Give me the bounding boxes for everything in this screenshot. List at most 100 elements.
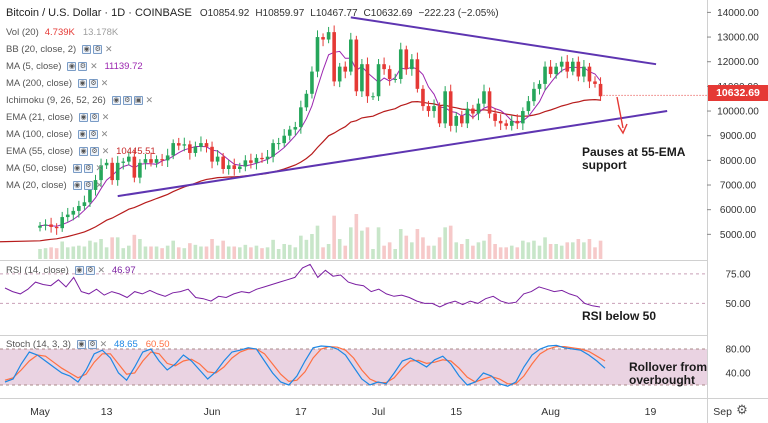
close-icon[interactable]: ✕ [99, 338, 108, 349]
rsi-tick-label: 50.00 [725, 299, 750, 310]
close-icon[interactable]: ✕ [104, 43, 113, 54]
volume-bar [60, 241, 64, 259]
candle-body [193, 146, 198, 153]
settings-icon[interactable]: ⚙ [78, 61, 88, 71]
volume-bar [93, 242, 98, 259]
volume-bar [326, 244, 331, 259]
price-tick-label: 6000.00 [720, 205, 757, 216]
candle-body [54, 226, 59, 229]
eye-icon[interactable]: ◉ [72, 180, 82, 190]
ohlc-open: O10854.92 [199, 7, 250, 19]
settings-icon[interactable]: ⚙ [89, 129, 98, 139]
volume-bar [143, 246, 148, 259]
eye-icon[interactable]: ◉ [67, 61, 77, 71]
eye-icon[interactable]: ◉ [76, 339, 86, 349]
settings-icon[interactable]: ⚙ [89, 78, 98, 88]
volume-bar [321, 247, 325, 259]
volume-bar [365, 227, 370, 259]
indicator-icons: ◉ ⚙ ✕ [78, 77, 109, 88]
indicator-name[interactable]: MA (100, close) [6, 128, 72, 140]
candle-body [471, 108, 475, 114]
symbol-title[interactable]: Bitcoin / U.S. Dollar · 1D · COINBASE [6, 7, 192, 19]
indicator-name[interactable]: Vol (20) [6, 26, 39, 38]
volume-bar [582, 242, 586, 259]
lock-icon[interactable]: ▣ [133, 95, 143, 105]
candle-body [587, 66, 592, 82]
settings-icon[interactable]: ⚙ [93, 44, 103, 54]
candle-body [282, 135, 286, 144]
close-icon[interactable]: ✕ [95, 179, 103, 190]
volume-bar [576, 239, 581, 259]
volume-bar [448, 225, 453, 259]
indicator-name[interactable]: EMA (55, close) [6, 145, 74, 157]
candle-body [365, 64, 370, 97]
settings-icon[interactable]: ⚙ [83, 180, 93, 190]
settings-icon[interactable]: ⚙ [90, 112, 100, 122]
last-price-tag: 10632.69 [708, 85, 768, 101]
rsi-line [4, 263, 601, 308]
settings-icon[interactable]: ⚙ [90, 146, 100, 156]
close-icon[interactable]: ✕ [145, 94, 154, 105]
candle-body [343, 66, 348, 72]
candle-body [160, 159, 164, 161]
indicator-row: MA (5, close) ◉ ⚙ ✕ 11139.72 [6, 58, 151, 74]
indicator-name[interactable]: EMA (21, close) [6, 111, 74, 123]
eye-icon[interactable]: ◉ [82, 44, 92, 54]
eye-icon[interactable]: ◉ [79, 146, 89, 156]
volume-bar [210, 239, 214, 259]
close-icon[interactable]: ✕ [100, 77, 109, 88]
settings-icon[interactable]: ⚙ [83, 163, 93, 173]
eye-icon[interactable]: ◉ [72, 163, 82, 173]
time-tick-label: Jul [372, 406, 385, 418]
eye-icon[interactable]: ◉ [111, 95, 121, 105]
close-icon[interactable]: ✕ [97, 264, 106, 275]
ema55-line [0, 98, 601, 243]
indicator-name[interactable]: Ichimoku (9, 26, 52, 26) [6, 94, 106, 106]
eye-icon[interactable]: ◉ [78, 129, 87, 139]
candle-body [326, 32, 331, 40]
volume-bar [387, 242, 392, 259]
candle-body [215, 156, 220, 162]
stoch-tick-label: 40.00 [725, 369, 750, 380]
volume-bar [493, 244, 497, 259]
rsi-legend-label[interactable]: RSI (14, close) [6, 264, 69, 276]
indicator-name[interactable]: MA (200, close) [6, 77, 72, 89]
candle-body [77, 205, 81, 211]
close-icon[interactable]: ✕ [101, 111, 110, 122]
gear-icon[interactable]: ⚙ [736, 402, 748, 417]
volume-bar [471, 245, 475, 259]
eye-icon[interactable]: ◉ [74, 265, 84, 275]
indicator-name[interactable]: MA (50, close) [6, 162, 67, 174]
close-icon[interactable]: ✕ [90, 60, 98, 71]
candle-body [582, 66, 586, 77]
volume-bar [398, 229, 403, 259]
stoch-legend-label[interactable]: Stoch (14, 3, 3) [6, 338, 71, 350]
candle-body [498, 120, 503, 124]
settings-icon[interactable]: ⚙ [85, 265, 95, 275]
close-icon[interactable]: ✕ [100, 128, 109, 139]
indicator-name[interactable]: MA (20, close) [6, 179, 67, 191]
settings-icon[interactable]: ⚙ [87, 339, 97, 349]
indicator-name[interactable]: MA (5, close) [6, 60, 62, 72]
volume-bar [271, 239, 275, 259]
volume-bar [249, 247, 253, 259]
candle-body [82, 202, 87, 206]
close-icon[interactable]: ✕ [95, 162, 103, 173]
volume-bar [254, 245, 259, 259]
close-icon[interactable]: ✕ [101, 145, 110, 156]
eye-icon[interactable]: ◉ [79, 112, 89, 122]
eye-icon[interactable]: ◉ [78, 78, 87, 88]
candle-body [199, 143, 203, 147]
volume-bar [349, 227, 353, 259]
candle-body [182, 144, 187, 146]
indicator-name[interactable]: BB (20, close, 2) [6, 43, 77, 55]
price-tick-label: 5000.00 [720, 230, 757, 241]
settings-icon[interactable]: ⚙ [122, 95, 132, 105]
volume-bar [526, 242, 531, 259]
volume-bar [437, 237, 442, 259]
indicator-value-secondary: 13.178K [82, 26, 119, 38]
candle-body [565, 61, 570, 72]
volume-bar [421, 237, 425, 259]
volume-bar [276, 249, 281, 259]
candle-body [376, 64, 381, 97]
